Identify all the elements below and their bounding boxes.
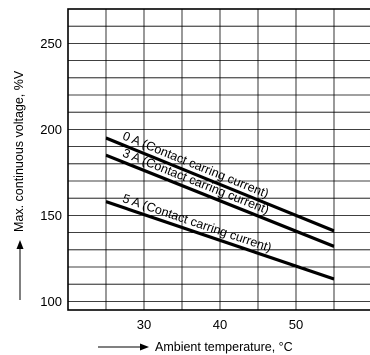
x-tick-label: 40 <box>213 317 227 332</box>
series-line-2 <box>105 200 335 281</box>
y-tick-label: 250 <box>40 36 62 51</box>
y-axis-label-group: Max. continuous voltage, %V <box>12 70 26 300</box>
series-line-1 <box>105 153 335 248</box>
y-tick-label: 150 <box>40 208 62 223</box>
x-tick-label: 50 <box>289 317 303 332</box>
x-tick-label: 30 <box>137 317 151 332</box>
y-axis-arrowhead <box>16 240 24 249</box>
grid <box>68 9 370 310</box>
series-line-0 <box>105 136 335 233</box>
x-axis-label-group: Ambient temperature, °C <box>98 340 293 354</box>
x-tick-labels: 30 40 50 <box>137 317 303 332</box>
y-tick-label: 100 <box>40 294 62 309</box>
y-tick-label: 200 <box>40 122 62 137</box>
y-tick-labels: 100 150 200 250 <box>40 36 62 309</box>
x-axis-label: Ambient temperature, °C <box>155 340 293 354</box>
x-axis-arrowhead <box>140 343 149 351</box>
plot-frame <box>67 8 370 311</box>
y-axis-label: Max. continuous voltage, %V <box>12 70 26 232</box>
